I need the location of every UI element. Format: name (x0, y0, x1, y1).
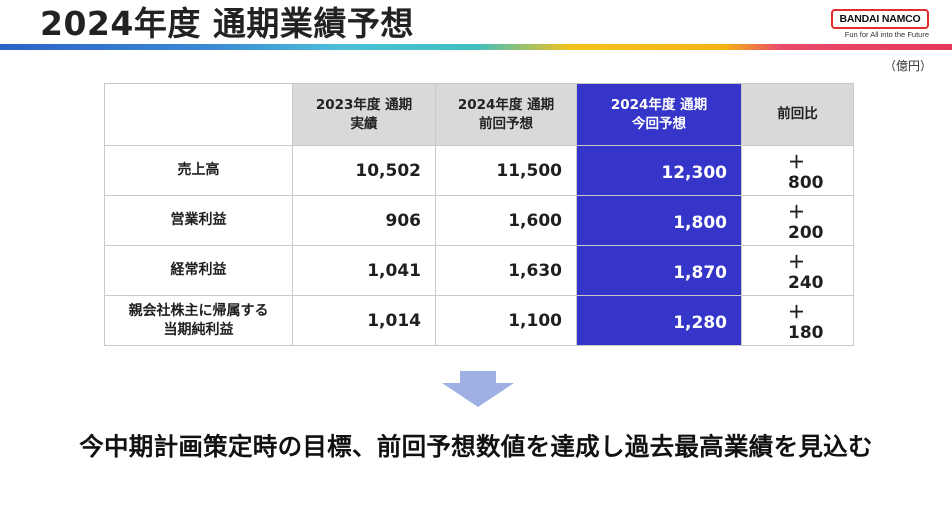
cell-previous-forecast: 1,100 (435, 295, 577, 346)
forecast-table: 2023年度 通期 実績 2024年度 通期 前回予想 2024年度 通期 今回… (104, 83, 854, 346)
cell-change: ＋200 (741, 195, 854, 246)
brand-tagline: Fun for All into the Future (844, 30, 929, 39)
cell-previous-forecast: 1,600 (435, 195, 577, 246)
table-row: 売上高 10,502 11,500 12,300 ＋800 (104, 145, 854, 196)
table-header-row: 2023年度 通期 実績 2024年度 通期 前回予想 2024年度 通期 今回… (104, 83, 854, 146)
row-label: 経常利益 (104, 245, 293, 296)
header-fy2023-actual: 2023年度 通期 実績 (292, 83, 436, 146)
header-fy2024-current-forecast: 2024年度 通期 今回予想 (576, 83, 742, 146)
row-label: 営業利益 (104, 195, 293, 246)
row-label: 売上高 (104, 145, 293, 196)
brand-logo: BANDAI NAMCO Fun for All into the Future (831, 9, 931, 43)
brand-name: BANDAI NAMCO (831, 9, 929, 29)
row-label: 親会社株主に帰属する 当期純利益 (104, 295, 293, 346)
cell-current-forecast: 1,870 (576, 245, 742, 296)
table-row: 経常利益 1,041 1,630 1,870 ＋240 (104, 245, 854, 296)
color-stripe (0, 44, 952, 50)
cell-fy2023-actual: 906 (292, 195, 436, 246)
cell-current-forecast: 12,300 (576, 145, 742, 196)
header-fy2024-previous-forecast: 2024年度 通期 前回予想 (435, 83, 577, 146)
cell-previous-forecast: 1,630 (435, 245, 577, 296)
headline: 今中期計画策定時の目標、前回予想数値を達成し過去最高業績を見込む (79, 432, 873, 461)
header-change-vs-previous: 前回比 (741, 83, 854, 146)
page-title: 2024年度 通期業績予想 (40, 4, 414, 43)
cell-current-forecast: 1,800 (576, 195, 742, 246)
header-corner (104, 83, 293, 146)
arrow-down-icon (442, 371, 514, 407)
cell-fy2023-actual: 1,041 (292, 245, 436, 296)
cell-change: ＋800 (741, 145, 854, 196)
cell-previous-forecast: 11,500 (435, 145, 577, 196)
table-row: 親会社株主に帰属する 当期純利益 1,014 1,100 1,280 ＋180 (104, 295, 854, 346)
cell-change: ＋240 (741, 245, 854, 296)
cell-change: ＋180 (741, 295, 854, 346)
cell-current-forecast: 1,280 (576, 295, 742, 346)
table-row: 営業利益 906 1,600 1,800 ＋200 (104, 195, 854, 246)
unit-label: （億円） (883, 59, 932, 73)
cell-fy2023-actual: 1,014 (292, 295, 436, 346)
cell-fy2023-actual: 10,502 (292, 145, 436, 196)
